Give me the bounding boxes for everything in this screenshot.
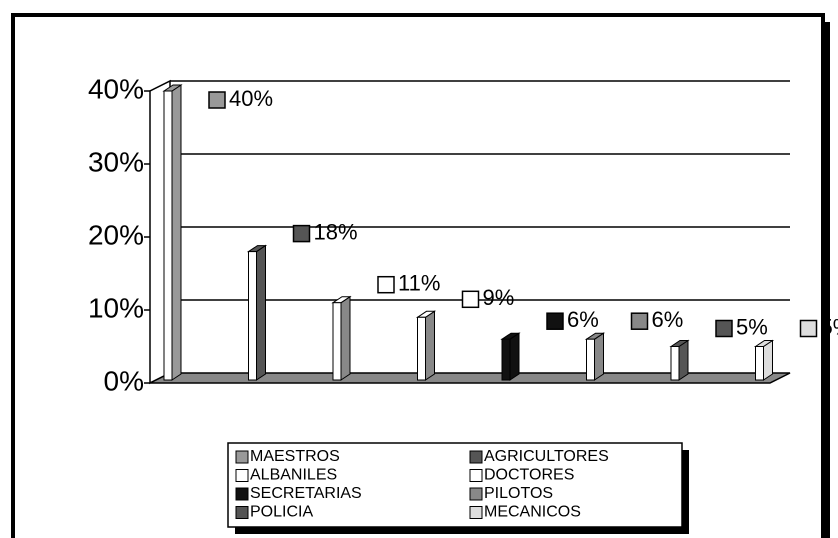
y-tick-label: 40% <box>88 73 144 104</box>
data-label-key <box>546 312 564 330</box>
data-label-key <box>292 224 311 243</box>
bar-side <box>340 295 351 381</box>
legend <box>227 442 683 528</box>
bar-front <box>755 346 764 381</box>
data-label: 9% <box>483 285 515 310</box>
bar-front <box>417 316 426 381</box>
data-label: 11% <box>398 271 440 296</box>
bar-front <box>586 338 595 381</box>
data-label-key <box>208 91 226 109</box>
legend-key <box>469 469 483 482</box>
bar <box>584 332 606 381</box>
legend-label: DOCTORES <box>484 467 574 484</box>
y-tick-label: 0% <box>104 365 144 396</box>
data-label: 18% <box>314 219 358 244</box>
data-label-key <box>377 275 395 294</box>
bar-side <box>763 339 773 381</box>
bar-front <box>332 302 342 381</box>
bar <box>669 339 690 381</box>
data-label-key <box>799 319 818 338</box>
bar-side <box>509 332 520 381</box>
legend-label: MAESTROS <box>250 448 340 465</box>
bar-front <box>670 346 680 381</box>
legend-label: PILOTOS <box>484 485 553 502</box>
bar-front <box>501 338 511 381</box>
legend-key <box>469 450 483 464</box>
bar-front <box>163 90 173 381</box>
data-label-key <box>715 319 733 338</box>
legend-label: ALBANILES <box>250 467 337 484</box>
bar-side <box>171 84 182 381</box>
data-label: 6% <box>652 307 684 332</box>
bar <box>246 244 268 381</box>
legend-label: MECANICOS <box>484 504 581 521</box>
legend-label: AGRICULTORES <box>484 448 609 465</box>
legend-key <box>235 506 249 519</box>
legend-label: SECRETARIAS <box>250 485 362 502</box>
bar-side <box>256 244 266 381</box>
bar <box>331 295 352 381</box>
legend-key <box>469 506 483 519</box>
bar-side <box>678 339 689 381</box>
bar <box>500 332 521 381</box>
legend-key <box>235 469 249 482</box>
bar-side <box>594 332 604 381</box>
legend-key <box>469 487 483 501</box>
legend-key <box>235 487 249 501</box>
legend-label: POLICIA <box>250 504 313 521</box>
data-label-key <box>630 312 649 330</box>
y-tick-label: 20% <box>88 219 144 250</box>
data-label-key <box>461 290 480 309</box>
bar <box>415 310 437 381</box>
data-label: 40% <box>229 86 273 111</box>
legend-key <box>235 450 249 464</box>
floor <box>149 372 791 384</box>
data-label: 5% <box>736 314 768 339</box>
bar <box>753 339 775 381</box>
bar-front <box>248 251 257 381</box>
bar <box>162 84 183 381</box>
y-tick-label: 10% <box>88 292 144 323</box>
bar-side <box>425 310 435 381</box>
y-tick-label: 30% <box>88 146 144 177</box>
data-label: 5% <box>821 314 838 339</box>
data-label: 6% <box>567 307 599 332</box>
